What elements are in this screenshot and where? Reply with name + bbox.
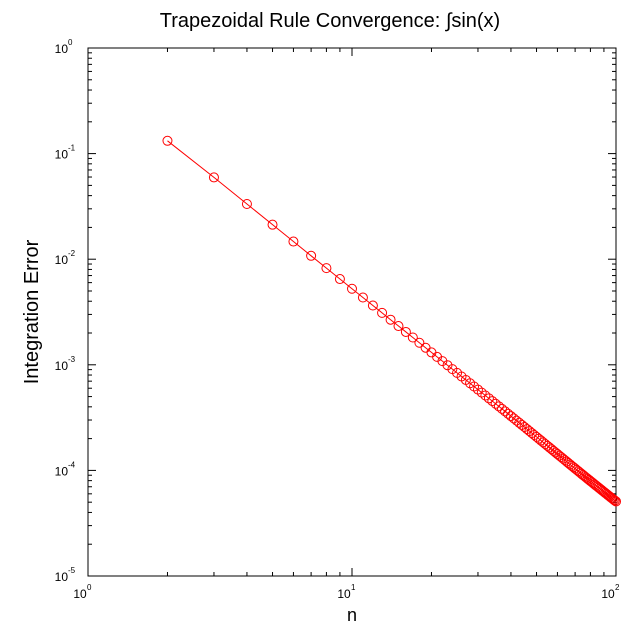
data-point-marker bbox=[321, 263, 332, 274]
data-point-marker bbox=[393, 321, 404, 332]
data-point-marker bbox=[267, 219, 278, 230]
y-tick-label-base: 10 bbox=[55, 570, 69, 584]
data-point-marker bbox=[483, 393, 494, 404]
y-tick-label-exponent: -5 bbox=[68, 566, 76, 575]
y-tick-label-base: 10 bbox=[55, 359, 69, 373]
y-tick-label-exponent: 0 bbox=[68, 38, 73, 47]
data-point-marker bbox=[334, 274, 345, 285]
data-point-marker bbox=[208, 172, 219, 183]
data-point-marker bbox=[472, 384, 483, 395]
data-point-marker bbox=[414, 337, 425, 348]
data-point-marker bbox=[385, 314, 396, 325]
data-point-marker bbox=[347, 283, 357, 294]
x-tick-label-exponent: 2 bbox=[615, 583, 620, 592]
data-point-marker bbox=[162, 135, 173, 146]
x-tick-labels: 10 0 10 1 10 2 bbox=[73, 583, 620, 601]
x-tick-label-base: 10 bbox=[601, 587, 615, 601]
data-point-marker bbox=[609, 495, 620, 506]
data-point-marker bbox=[407, 332, 418, 343]
data-point-marker bbox=[487, 396, 498, 407]
data-point-marker bbox=[476, 387, 487, 398]
x-tick-label-exponent: 1 bbox=[351, 583, 356, 592]
axis-ticks bbox=[87, 47, 617, 577]
data-point-marker bbox=[497, 403, 508, 414]
x-tick-label-base: 10 bbox=[337, 587, 351, 601]
data-point-marker bbox=[357, 292, 368, 303]
data-point-marker bbox=[480, 390, 491, 401]
y-axis-label: Integration Error bbox=[21, 239, 43, 384]
data-point-marker bbox=[306, 250, 317, 261]
data-point-marker bbox=[377, 307, 388, 318]
data-point-marker bbox=[598, 486, 609, 497]
y-tick-label-exponent: -2 bbox=[68, 249, 76, 258]
data-point-marker bbox=[490, 398, 501, 409]
data-point-marker bbox=[367, 300, 378, 311]
data-point-marker bbox=[493, 401, 504, 412]
x-tick-label-exponent: 0 bbox=[87, 583, 92, 592]
y-tick-label-base: 10 bbox=[55, 42, 69, 56]
y-tick-label-base: 10 bbox=[55, 464, 69, 478]
data-point-marker bbox=[607, 493, 618, 504]
y-tick-label-exponent: -1 bbox=[68, 144, 76, 153]
x-tick-label-base: 10 bbox=[73, 587, 87, 601]
x-axis-label: n bbox=[347, 605, 357, 621]
series-markers bbox=[162, 135, 621, 507]
y-tick-label-base: 10 bbox=[55, 253, 69, 267]
data-point-marker bbox=[288, 236, 299, 247]
y-tick-label-base: 10 bbox=[55, 148, 69, 162]
y-tick-label-exponent: -4 bbox=[68, 460, 76, 469]
chart-title: Trapezoidal Rule Convergence: ∫sin(x) bbox=[160, 10, 500, 32]
data-point-marker bbox=[608, 494, 619, 505]
data-point-marker bbox=[400, 326, 411, 337]
data-point-marker bbox=[611, 496, 621, 507]
y-tick-label-exponent: -3 bbox=[68, 355, 76, 364]
data-point-marker bbox=[241, 199, 252, 209]
